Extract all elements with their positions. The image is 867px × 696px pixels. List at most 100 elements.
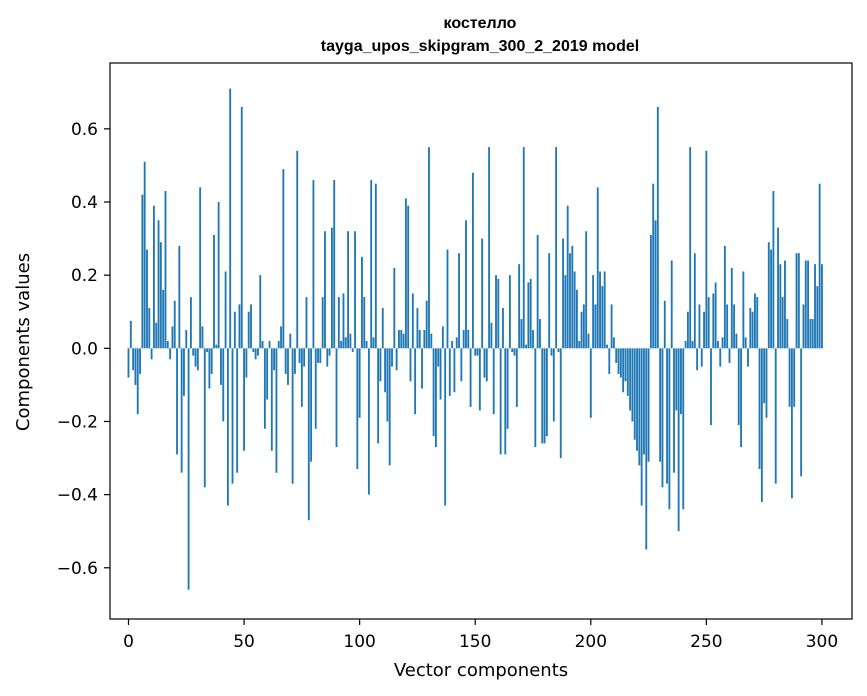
bar [159,242,162,349]
bar [548,253,551,349]
bar [171,326,174,349]
bar [273,348,276,371]
bar [691,341,694,349]
bar [152,205,155,349]
bar [511,348,514,352]
bar [638,348,641,466]
bar [585,231,588,349]
bar [370,180,373,349]
bar [132,348,135,371]
bar [777,227,779,349]
bar [321,297,324,349]
bar [723,245,726,349]
bar [157,220,160,349]
bar [164,191,167,349]
bar [428,147,430,349]
bar [324,231,326,349]
bar [398,330,400,349]
bar [502,308,504,349]
bar [737,348,740,426]
bar [557,348,560,352]
bar [312,180,315,349]
bar [552,348,555,422]
bar [735,333,738,349]
bar [589,348,592,418]
bar [779,264,782,349]
bar [280,326,282,349]
bar [481,238,484,349]
bar [296,150,299,349]
bar [795,253,798,349]
bar [404,198,407,349]
bar [284,348,287,374]
bar [536,234,539,349]
x-tick-label: 300 [806,632,838,652]
bar [753,293,756,349]
bar [363,297,366,349]
bar [303,348,306,367]
bar [233,311,236,349]
bar [185,330,188,349]
bar [469,348,472,407]
y-tick-label: 0.6 [71,120,98,140]
bar [268,341,271,349]
chart-subtitle: tayga_upos_skipgram_300_2_2019 model [321,38,639,55]
bar [361,256,363,349]
bar [636,348,638,451]
bar [307,348,310,521]
bar [617,348,620,374]
bar [686,311,689,349]
bar [518,264,521,349]
bar [705,150,708,349]
bar [485,348,488,382]
bar [580,311,583,349]
bar [529,278,532,349]
bar [263,348,266,429]
bar [647,348,650,462]
bar [282,169,285,349]
bar [513,348,516,356]
bar [573,271,576,349]
bar [259,275,262,349]
bar [758,348,761,470]
x-tick-label: 200 [575,632,607,652]
bar [416,308,419,349]
bar [740,348,742,448]
bar [183,348,185,396]
bar [784,260,786,349]
bar [629,348,632,411]
bar [446,249,449,349]
bar [136,348,139,415]
bar [610,304,613,349]
bar [298,348,301,363]
bar [677,348,680,532]
bar [189,297,192,349]
bar [564,275,567,349]
bar [328,348,331,356]
bar [730,267,733,349]
bar [719,348,722,367]
bar [460,348,463,382]
bar [400,330,403,349]
bar [606,344,608,349]
bar [649,234,652,349]
bar [351,348,354,352]
bar [439,348,442,400]
bar [656,106,659,349]
y-tick-label: −0.2 [57,412,98,432]
bar [534,348,537,448]
bar [277,341,280,349]
bar [744,337,747,349]
bar [425,300,428,349]
bar [696,348,699,371]
bar [811,319,814,349]
bar [774,348,777,484]
bar-series [127,88,823,590]
bar [640,348,643,506]
bar [319,348,322,363]
bar [247,311,250,349]
bar [148,308,151,349]
bar [599,271,601,349]
bar [287,348,289,385]
bar [245,348,248,378]
